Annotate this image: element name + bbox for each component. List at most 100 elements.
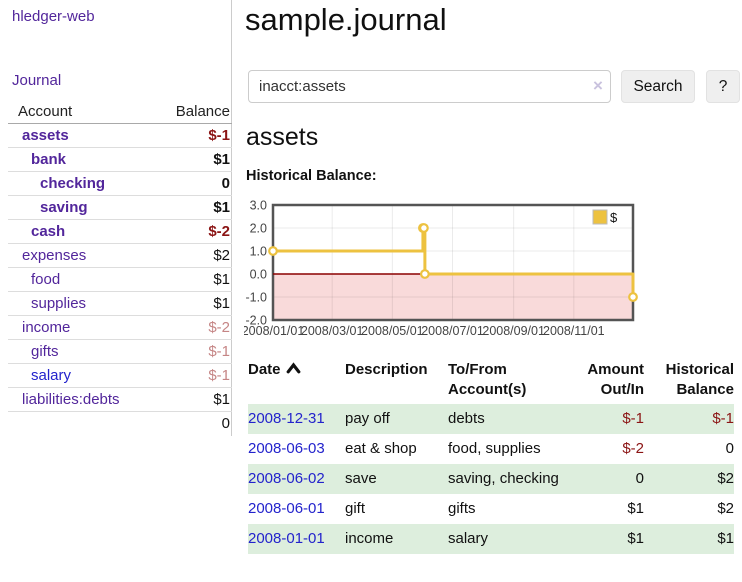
account-balance: $-1 [156, 339, 232, 364]
svg-text:$: $ [610, 210, 618, 225]
accounts-column-header: To/From Account(s) [448, 361, 527, 398]
account-link[interactable]: bank [31, 151, 67, 168]
account-row: food $1 [8, 267, 232, 292]
account-balance: $-1 [156, 123, 232, 148]
transaction-amount: $1 [627, 530, 644, 547]
transaction-description: income [345, 530, 394, 547]
svg-text:1.0: 1.0 [250, 245, 267, 259]
transaction-amount: $1 [627, 500, 644, 517]
transaction-date-link[interactable]: 2008-06-02 [248, 470, 325, 487]
date-column-header[interactable]: Date [248, 358, 345, 404]
account-link[interactable]: supplies [31, 295, 87, 312]
account-link[interactable]: salary [31, 367, 72, 384]
account-link[interactable]: expenses [22, 247, 87, 264]
account-row: gifts $-1 [8, 339, 232, 364]
account-row: liabilities:debts $1 [8, 387, 232, 412]
account-balance: $-2 [156, 219, 232, 244]
svg-text:2.0: 2.0 [250, 222, 267, 236]
account-row: cash $-2 [8, 219, 232, 244]
transaction-date-link[interactable]: 2008-12-31 [248, 410, 325, 427]
account-column-header: Account [8, 100, 157, 124]
transaction-description: save [345, 470, 377, 487]
account-row: assets $-1 [8, 123, 232, 148]
account-row: bank $1 [8, 147, 232, 172]
svg-text:2008/09/01: 2008/09/01 [482, 324, 545, 338]
account-balance: $-1 [156, 363, 232, 388]
account-title: assets [246, 123, 319, 151]
account-link[interactable]: liabilities:debts [22, 391, 120, 408]
register-table: Date Description To/From Account(s) Amou… [248, 358, 734, 554]
account-link[interactable]: income [22, 319, 71, 336]
transaction-amount: $-2 [622, 440, 644, 457]
transaction-accounts: gifts [448, 500, 476, 517]
transaction-description: eat & shop [345, 440, 417, 457]
account-row: expenses $2 [8, 243, 232, 268]
transaction-row: 2008-12-31 pay off debts $-1 $-1 [248, 404, 734, 434]
chart-heading: Historical Balance: [246, 168, 377, 184]
page-title: sample.journal [245, 2, 447, 37]
svg-text:2008/03/01: 2008/03/01 [301, 324, 364, 338]
balance-column-header-register: Historical Balance [665, 361, 734, 398]
sort-ascending-icon [286, 362, 300, 374]
historical-balance-chart: $3.0 2.0 1.0 0.0 -1.0 -2.0 2008/01/01 2008/03/0… [242, 198, 644, 348]
svg-text:2008/01/01: 2008/01/01 [244, 324, 304, 338]
transaction-amount: 0 [635, 470, 644, 487]
account-balance: $1 [156, 291, 232, 316]
account-link[interactable]: food [31, 271, 61, 288]
transaction-balance: $1 [717, 530, 734, 547]
search-input[interactable] [248, 70, 611, 103]
transaction-accounts: debts [448, 410, 485, 427]
account-row: checking 0 [8, 171, 232, 196]
transaction-date-link[interactable]: 2008-01-01 [248, 530, 325, 547]
account-balance-table: Account Balance assets $-1 bank $1 check… [8, 100, 232, 435]
app-title-link[interactable]: hledger-web [12, 8, 95, 25]
transaction-description: pay off [345, 410, 390, 427]
account-row: income $-2 [8, 315, 232, 340]
sidebar-item-journal[interactable]: Journal [12, 72, 62, 89]
svg-text:2008/07/01: 2008/07/01 [421, 324, 484, 338]
svg-text:3.0: 3.0 [250, 199, 267, 213]
account-link[interactable]: gifts [31, 343, 59, 360]
account-balance: $-2 [156, 315, 232, 340]
clear-search-icon[interactable]: × [593, 76, 603, 95]
transaction-accounts: saving, checking [448, 470, 559, 487]
search-button[interactable]: Search [621, 70, 695, 103]
transaction-accounts: salary [448, 530, 489, 547]
svg-text:2008/05/01: 2008/05/01 [361, 324, 424, 338]
account-row: saving $1 [8, 195, 232, 220]
svg-text:0.0: 0.0 [250, 268, 267, 282]
account-balance: $1 [156, 147, 232, 172]
transaction-row: 2008-06-01 gift gifts $1 $2 [248, 494, 734, 524]
transaction-row: 2008-01-01 income salary $1 $1 [248, 524, 734, 554]
account-link[interactable]: checking [40, 175, 106, 192]
account-row: salary $-1 [8, 363, 232, 388]
help-button[interactable]: ? [706, 70, 740, 103]
svg-text:-1.0: -1.0 [245, 291, 267, 305]
transaction-row: 2008-06-02 save saving, checking 0 $2 [248, 464, 734, 494]
amount-column-header: Amount Out/In [587, 361, 644, 398]
transaction-accounts: food, supplies [448, 440, 541, 457]
account-link[interactable]: cash [31, 223, 66, 240]
svg-text:-2.0: -2.0 [245, 314, 267, 328]
account-row: supplies $1 [8, 291, 232, 316]
transaction-amount: $-1 [622, 410, 644, 427]
transaction-description: gift [345, 500, 366, 517]
transaction-date-link[interactable]: 2008-06-01 [248, 500, 325, 517]
transaction-date-link[interactable]: 2008-06-03 [248, 440, 325, 457]
sidebar-total-value: 0 [156, 411, 232, 435]
transaction-balance: $-1 [712, 410, 734, 427]
account-balance: 0 [156, 171, 232, 196]
description-column-header: Description [345, 361, 428, 378]
svg-text:2008/11/01: 2008/11/01 [543, 324, 605, 338]
transaction-row: 2008-06-03 eat & shop food, supplies $-2… [248, 434, 734, 464]
account-balance: $1 [156, 387, 232, 412]
account-balance: $1 [156, 267, 232, 292]
transaction-balance: 0 [725, 440, 734, 457]
sidebar-total-row: 0 [8, 411, 232, 435]
account-link[interactable]: assets [22, 127, 69, 144]
account-balance: $1 [156, 195, 232, 220]
transaction-balance: $2 [717, 500, 734, 517]
balance-column-header: Balance [156, 100, 232, 124]
transaction-balance: $2 [717, 470, 734, 487]
account-link[interactable]: saving [40, 199, 88, 216]
